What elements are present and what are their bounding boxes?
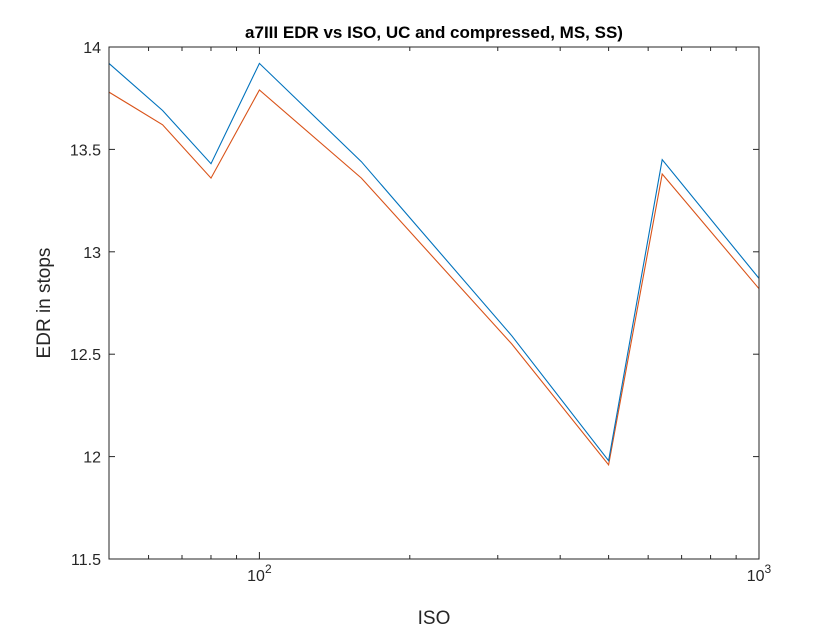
y-tick-label: 12.5 [70,347,101,364]
x-tick-base: 10 [747,568,765,585]
x-axis-label: ISO [418,608,451,629]
series-line-2 [108,89,760,467]
chart-title: a7III EDR vs ISO, UC and compressed, MS,… [245,23,623,42]
x-tick-label: 102 [247,562,272,585]
series-layer [108,62,760,467]
y-tick-label: 11.5 [71,552,101,569]
plot-frame [108,46,760,560]
x-tick-exponent: 3 [765,562,772,576]
y-tick-label: 13.5 [70,142,101,159]
x-tick-base: 10 [247,568,265,585]
y-tick-label: 12 [83,450,101,467]
series-line-1 [108,62,760,463]
plot-area [109,47,759,559]
y-tick-label: 13 [83,245,101,262]
y-axis-label: EDR in stops [34,248,55,359]
y-tick-label: 14 [83,40,101,57]
x-tick-exponent: 2 [265,562,272,576]
x-tick-label: 103 [747,562,772,585]
